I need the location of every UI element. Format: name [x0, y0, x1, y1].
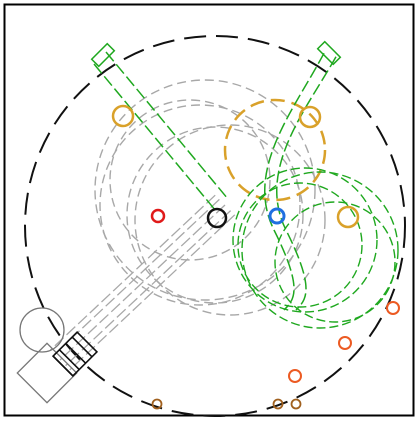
gray-square [16, 342, 78, 404]
brown-marker [272, 398, 284, 410]
gray-circle [134, 124, 326, 316]
orange-marker [111, 104, 135, 128]
orange-marker [298, 105, 322, 129]
gray-circle [99, 104, 301, 306]
red-orange-marker [386, 301, 400, 315]
gray-arm [69, 214, 236, 371]
gray-arm [59, 204, 226, 361]
ladder-rung [65, 342, 87, 364]
green-arm-right [264, 52, 325, 311]
red-orange-marker [288, 369, 302, 383]
red-orange-marker [338, 336, 352, 350]
ladder-rung [71, 336, 93, 358]
gray-circle [126, 126, 304, 304]
gray-arm [49, 194, 216, 351]
gray-small-circle [19, 307, 65, 353]
green-circle [241, 171, 399, 329]
gray-arm [65, 210, 232, 367]
green-arm-left-end [90, 42, 116, 68]
green-arm-right-end [316, 40, 342, 66]
gray-circle [109, 99, 271, 261]
gray-circle [94, 79, 316, 301]
ladder-rung [58, 349, 80, 371]
green-circle [274, 201, 396, 323]
brown-marker [290, 398, 302, 410]
green-circle [237, 182, 363, 308]
ladder-rung [52, 355, 74, 377]
blue-marker [268, 207, 286, 225]
red-marker [150, 208, 166, 224]
black-marker [206, 207, 228, 229]
green-circle [232, 167, 378, 313]
green-arm-right [276, 56, 337, 311]
brown-marker [151, 398, 163, 410]
orange-marker [336, 205, 360, 229]
orange-circle [223, 98, 327, 202]
outer-boundary [24, 35, 406, 417]
gray-arm [53, 198, 220, 355]
